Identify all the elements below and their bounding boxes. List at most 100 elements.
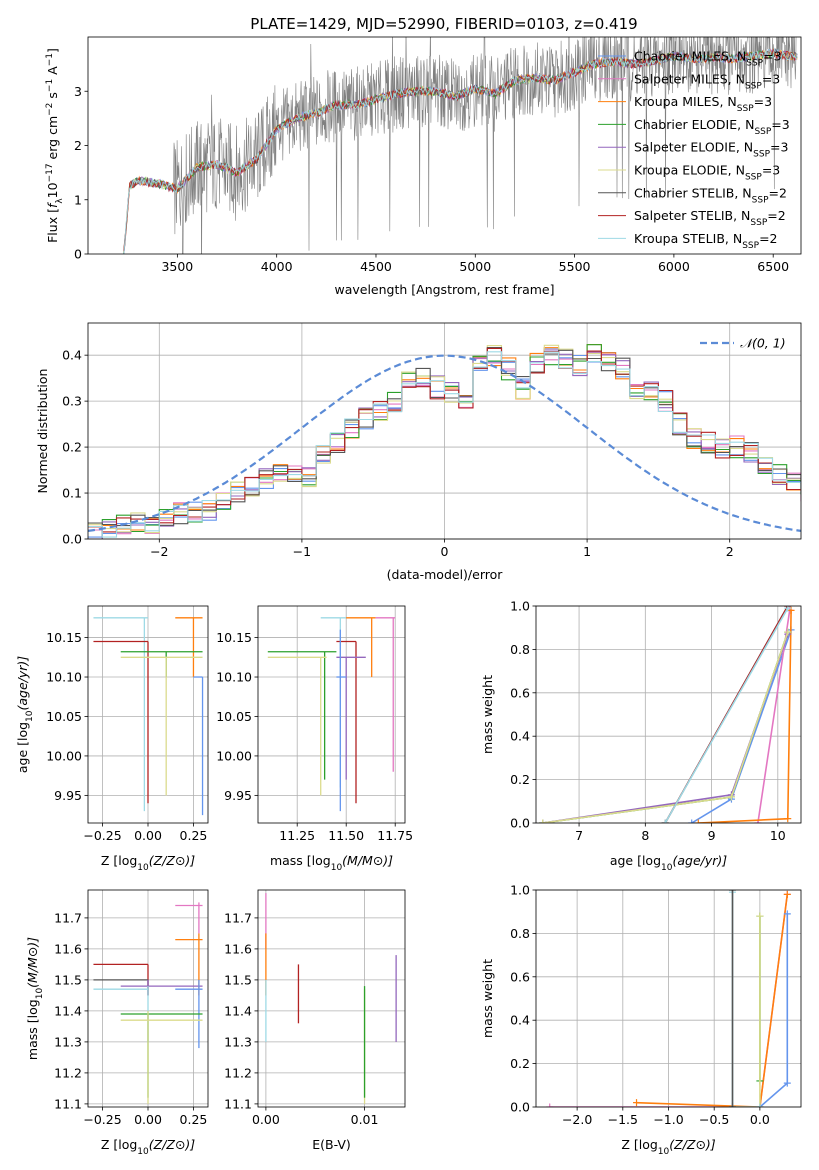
- mass-weight-marker: [756, 1103, 764, 1107]
- legend-entry: Kroupa STELIB, NSSP=2: [634, 231, 778, 251]
- legend-entry: 𝒩(0, 1): [740, 336, 786, 351]
- mass-weight-marker: [728, 1103, 736, 1107]
- mass-weight-marker: [784, 815, 792, 823]
- x-tick-label: −1: [293, 544, 311, 559]
- mass-weight-marker: [784, 628, 792, 636]
- plot-area: [93, 617, 204, 816]
- y-tick-label: 0.0: [62, 532, 82, 547]
- plot-area: [88, 343, 801, 539]
- mass-weight-line: [636, 894, 789, 1107]
- y-tick-label: 10.05: [46, 709, 82, 724]
- legend-entry: Salpeter STELIB, NSSP=2: [634, 208, 786, 228]
- x-axis-label: age [log10(age/yr)]: [610, 853, 727, 873]
- x-tick-label: 0.01: [351, 1112, 379, 1127]
- y-tick-label: 1: [74, 192, 82, 207]
- y-axis-label: Normed distribution: [35, 369, 50, 494]
- y-tick-label: 0.2: [510, 772, 530, 787]
- observed-spectrum: [123, 37, 797, 254]
- y-tick-label: 11.6: [54, 941, 82, 956]
- normal-curve: [88, 354, 801, 532]
- y-tick-label: 9.95: [54, 788, 82, 803]
- y-axis-label: mass weight: [480, 959, 495, 1038]
- y-axis-label: mass weight: [480, 675, 495, 754]
- x-axis-label: wavelength [Angstrom, rest frame]: [334, 282, 554, 297]
- mass-weight-marker: [728, 890, 736, 894]
- x-axis-label: mass [log10(M/M⊙)]: [270, 853, 393, 873]
- legend-entry: Kroupa ELODIE, NSSP=3: [634, 163, 780, 183]
- mass-weight-marker: [661, 819, 669, 823]
- residual-histogram: [88, 346, 801, 527]
- y-tick-label: 11.2: [54, 1065, 82, 1080]
- x-tick-label: 0.00: [252, 1112, 280, 1127]
- mass-weight-marker: [756, 912, 764, 920]
- y-axis-label: mass [log10(M/M⊙)]: [25, 937, 45, 1060]
- y-tick-label: 0.3: [62, 394, 82, 409]
- axes-frame: −2.0 −1.5 −1.0 −0.5 0.0 0.0 0.2 0.4 0.6 0.8 1.0 Z […: [480, 883, 802, 1157]
- y-tick-label: 3: [74, 84, 82, 99]
- x-tick-label: −2.0: [562, 1112, 592, 1127]
- model-spectrum: [123, 47, 798, 254]
- x-tick-label: 1: [583, 544, 591, 559]
- axes-border: [257, 889, 406, 1108]
- x-tick-label: 5000: [459, 259, 491, 274]
- x-tick-label: −1.5: [608, 1112, 638, 1127]
- x-tick-label: 11.25: [279, 828, 315, 843]
- plot-area: [267, 617, 396, 812]
- x-tick-label: 11.50: [328, 828, 364, 843]
- x-tick-label: −0.25: [83, 1112, 121, 1127]
- y-tick-label: 10.00: [46, 748, 82, 763]
- mass-weight-marker: [539, 819, 547, 823]
- legend-entry: Salpeter ELODIE, NSSP=3: [634, 140, 788, 160]
- y-tick-label: 10.00: [216, 748, 252, 763]
- x-tick-label: 0.0: [750, 1112, 770, 1127]
- y-tick-label: 10.15: [46, 630, 82, 645]
- x-tick-label: 0.25: [180, 828, 208, 843]
- y-tick-label: 0.4: [510, 729, 530, 744]
- x-tick-label: 0: [441, 544, 449, 559]
- x-tick-label: −1.0: [653, 1112, 683, 1127]
- mass-vs-metallicity-panel: −0.25 0.00 0.25 11.1 11.2 11.3 11.4 11.5 11.6 11.…: [25, 889, 209, 1157]
- y-tick-label: 0.0: [510, 1100, 530, 1115]
- y-tick-label: 0.4: [62, 348, 82, 363]
- x-tick-label: 6500: [757, 259, 789, 274]
- y-tick-label: 11.4: [224, 1003, 252, 1018]
- axes-frame: 3500 4000 4500 5000 5500 6000 6500 0 1 2 3 waveleng…: [45, 36, 802, 297]
- spectrum-panel: 3500 4000 4500 5000 5500 6000 6500 0 1 2 3 waveleng…: [45, 36, 802, 297]
- residual-histogram: [88, 351, 801, 538]
- y-tick-label: 11.3: [54, 1034, 82, 1049]
- legend-entry: Chabrier MILES, NSSP=3: [634, 49, 782, 69]
- mass-weight-line: [691, 629, 792, 823]
- axes-frame: −0.25 0.00 0.25 9.95 10.00 10.05 10.10 10.15 Z […: [15, 605, 209, 873]
- mass-weight-vs-metallicity-panel: −2.0 −1.5 −1.0 −0.5 0.0 0.0 0.2 0.4 0.6 0.8 1.0 Z […: [480, 883, 802, 1157]
- grid: [258, 890, 405, 1107]
- age-vs-mass-panel: 11.25 11.50 11.75 9.95 10.00 10.05 10.10 10.15 m…: [216, 605, 413, 873]
- y-tick-label: 10.15: [216, 630, 252, 645]
- axes-frame: −2 −1 0 1 2 0.0 0.1 0.2 0.3 0.4 𝒩(0, 1) (data-model…: [35, 322, 802, 582]
- legend-entry: Kroupa MILES, NSSP=3: [634, 94, 772, 114]
- legend-entry: Chabrier ELODIE, NSSP=3: [634, 117, 790, 137]
- y-tick-label: 0.1: [62, 486, 82, 501]
- x-axis-label: Z [log10(Z/Z⊙)]: [101, 1137, 195, 1157]
- y-tick-label: 0.4: [510, 1013, 530, 1028]
- y-tick-label: 11.3: [224, 1034, 252, 1049]
- plot-area: [539, 606, 795, 823]
- mass-weight-marker: [688, 819, 696, 823]
- y-tick-label: 11.2: [224, 1065, 252, 1080]
- residual-histogram: [88, 344, 801, 534]
- x-tick-label: −0.5: [699, 1112, 729, 1127]
- x-tick-label: 4500: [360, 259, 392, 274]
- plot-area: [265, 893, 397, 1104]
- y-tick-label: 11.5: [224, 972, 252, 987]
- x-tick-label: −0.25: [83, 828, 121, 843]
- y-tick-label: 0.8: [510, 926, 530, 941]
- y-tick-label: 0.2: [510, 1056, 530, 1071]
- plot-area: [123, 37, 798, 254]
- y-tick-label: 0.6: [510, 969, 530, 984]
- plot-area: [546, 890, 791, 1107]
- y-tick-label: 0.8: [510, 642, 530, 657]
- y-tick-label: 11.7: [224, 910, 252, 925]
- grid: [536, 889, 801, 1108]
- x-tick-label: −2: [150, 544, 168, 559]
- x-tick-label: 11.75: [377, 828, 413, 843]
